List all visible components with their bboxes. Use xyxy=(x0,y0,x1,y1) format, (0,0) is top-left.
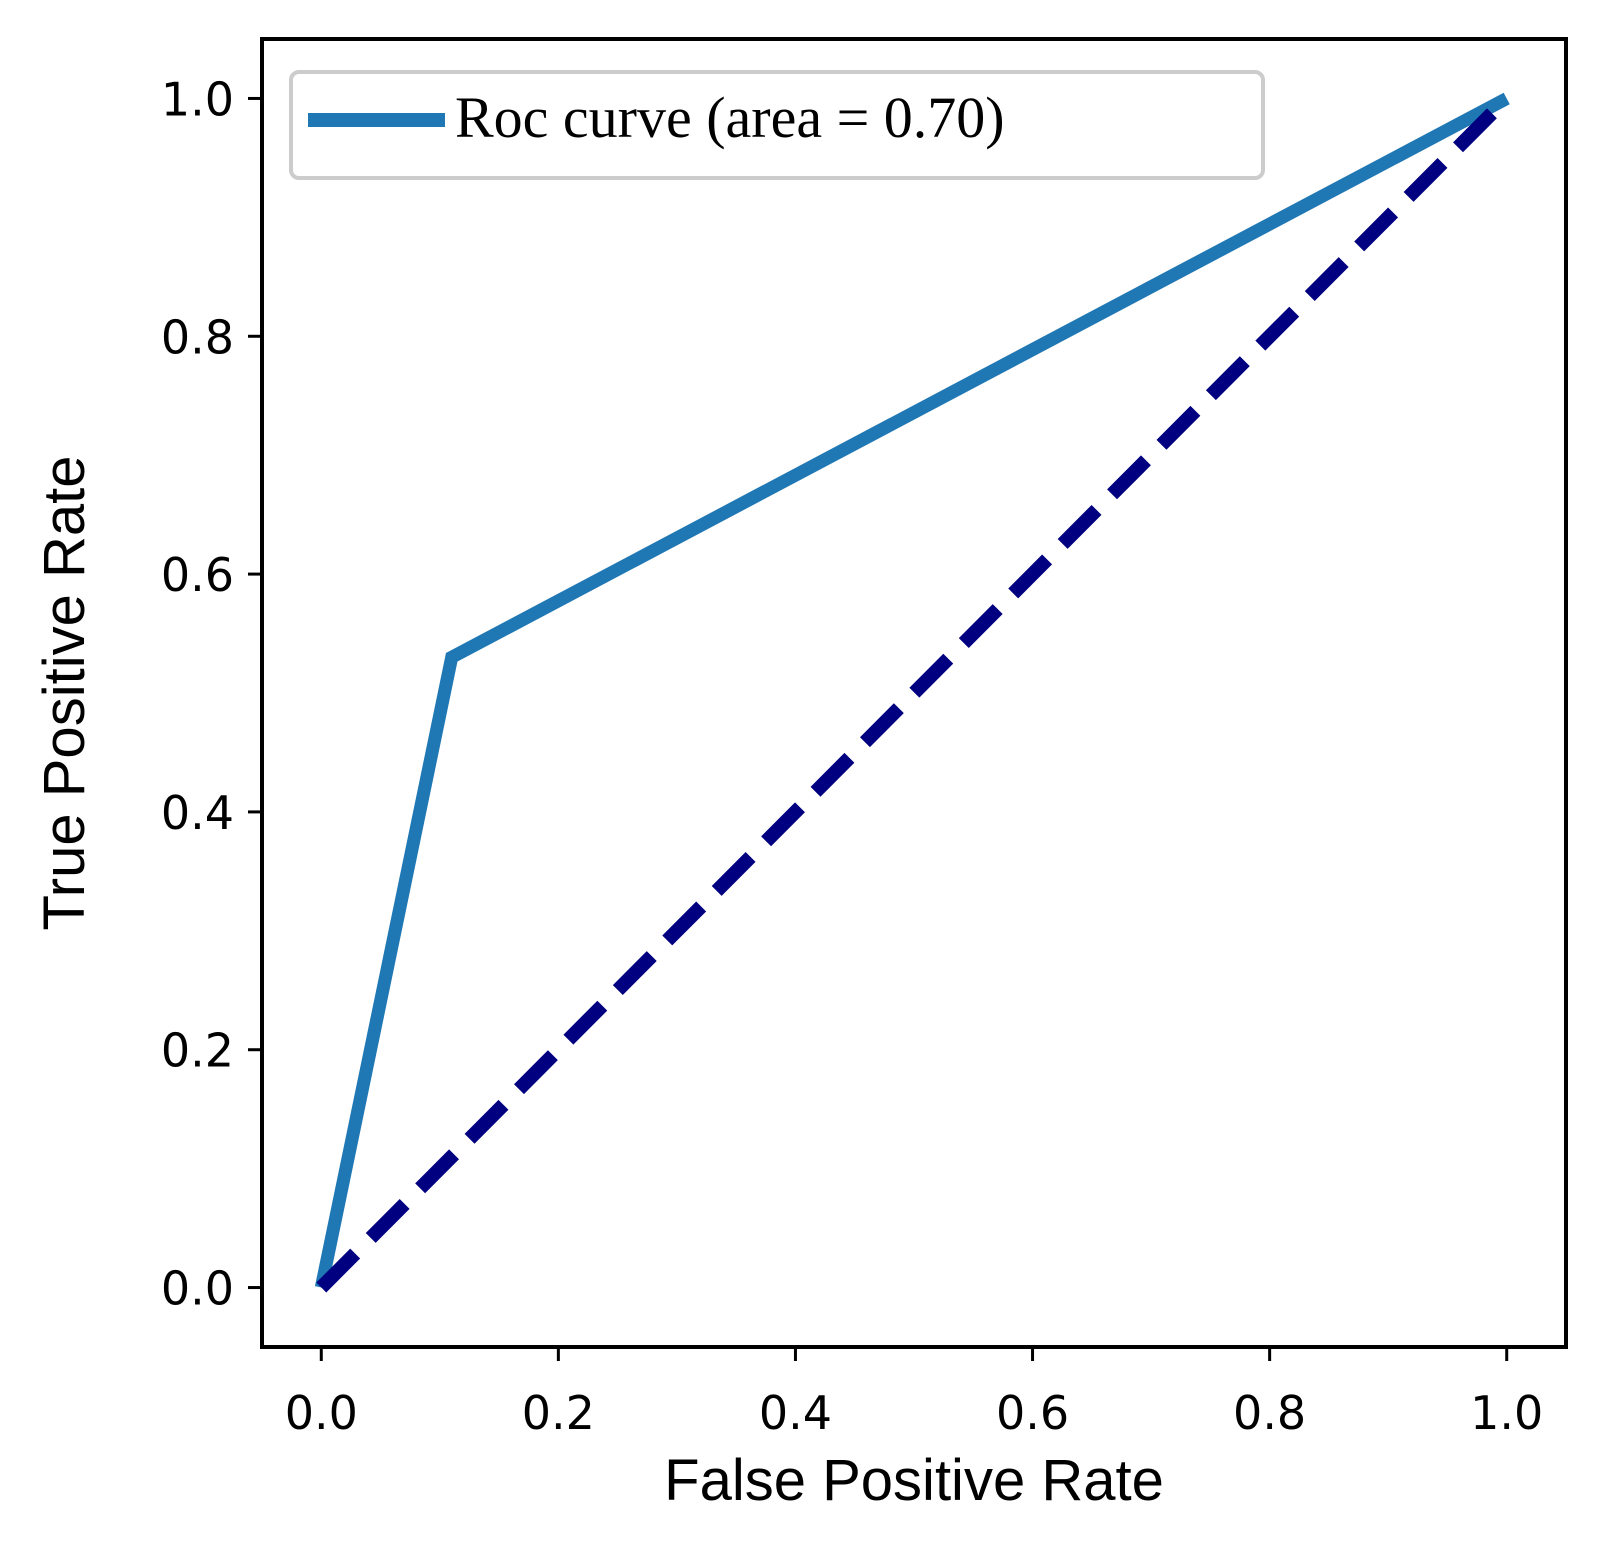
y-tick-label: 0.0 xyxy=(161,1262,234,1316)
plot-area xyxy=(314,92,1512,1293)
axis-ticks: 0.0 0.2 0.4 0.6 0.8 1.0 0.0 0.2 0.4 0.6 0.8 1.0 xyxy=(161,72,1543,1440)
x-tick-label: 1.0 xyxy=(1470,1386,1543,1440)
y-tick-label: 0.4 xyxy=(161,786,234,840)
legend: Roc curve (area = 0.70) xyxy=(289,70,1265,180)
y-axis-label: True Positive Rate xyxy=(32,456,97,931)
x-tick-label: 0.0 xyxy=(285,1386,358,1440)
x-tick-label: 0.2 xyxy=(522,1386,595,1440)
y-tick-label: 0.8 xyxy=(161,310,234,364)
y-tick-label: 0.6 xyxy=(161,548,234,602)
legend-label-roc: Roc curve (area = 0.70) xyxy=(455,85,1005,150)
y-tick-label: 1.0 xyxy=(161,72,234,126)
y-tick-label: 0.2 xyxy=(161,1024,234,1078)
legend-box xyxy=(289,70,1265,180)
x-tick-label: 0.8 xyxy=(1233,1386,1306,1440)
x-tick-label: 0.6 xyxy=(996,1386,1069,1440)
x-axis-label: False Positive Rate xyxy=(664,1448,1164,1513)
x-tick-label: 0.4 xyxy=(759,1386,832,1440)
axes-frame xyxy=(260,37,1568,1349)
series-roc-curve xyxy=(314,92,1510,1289)
